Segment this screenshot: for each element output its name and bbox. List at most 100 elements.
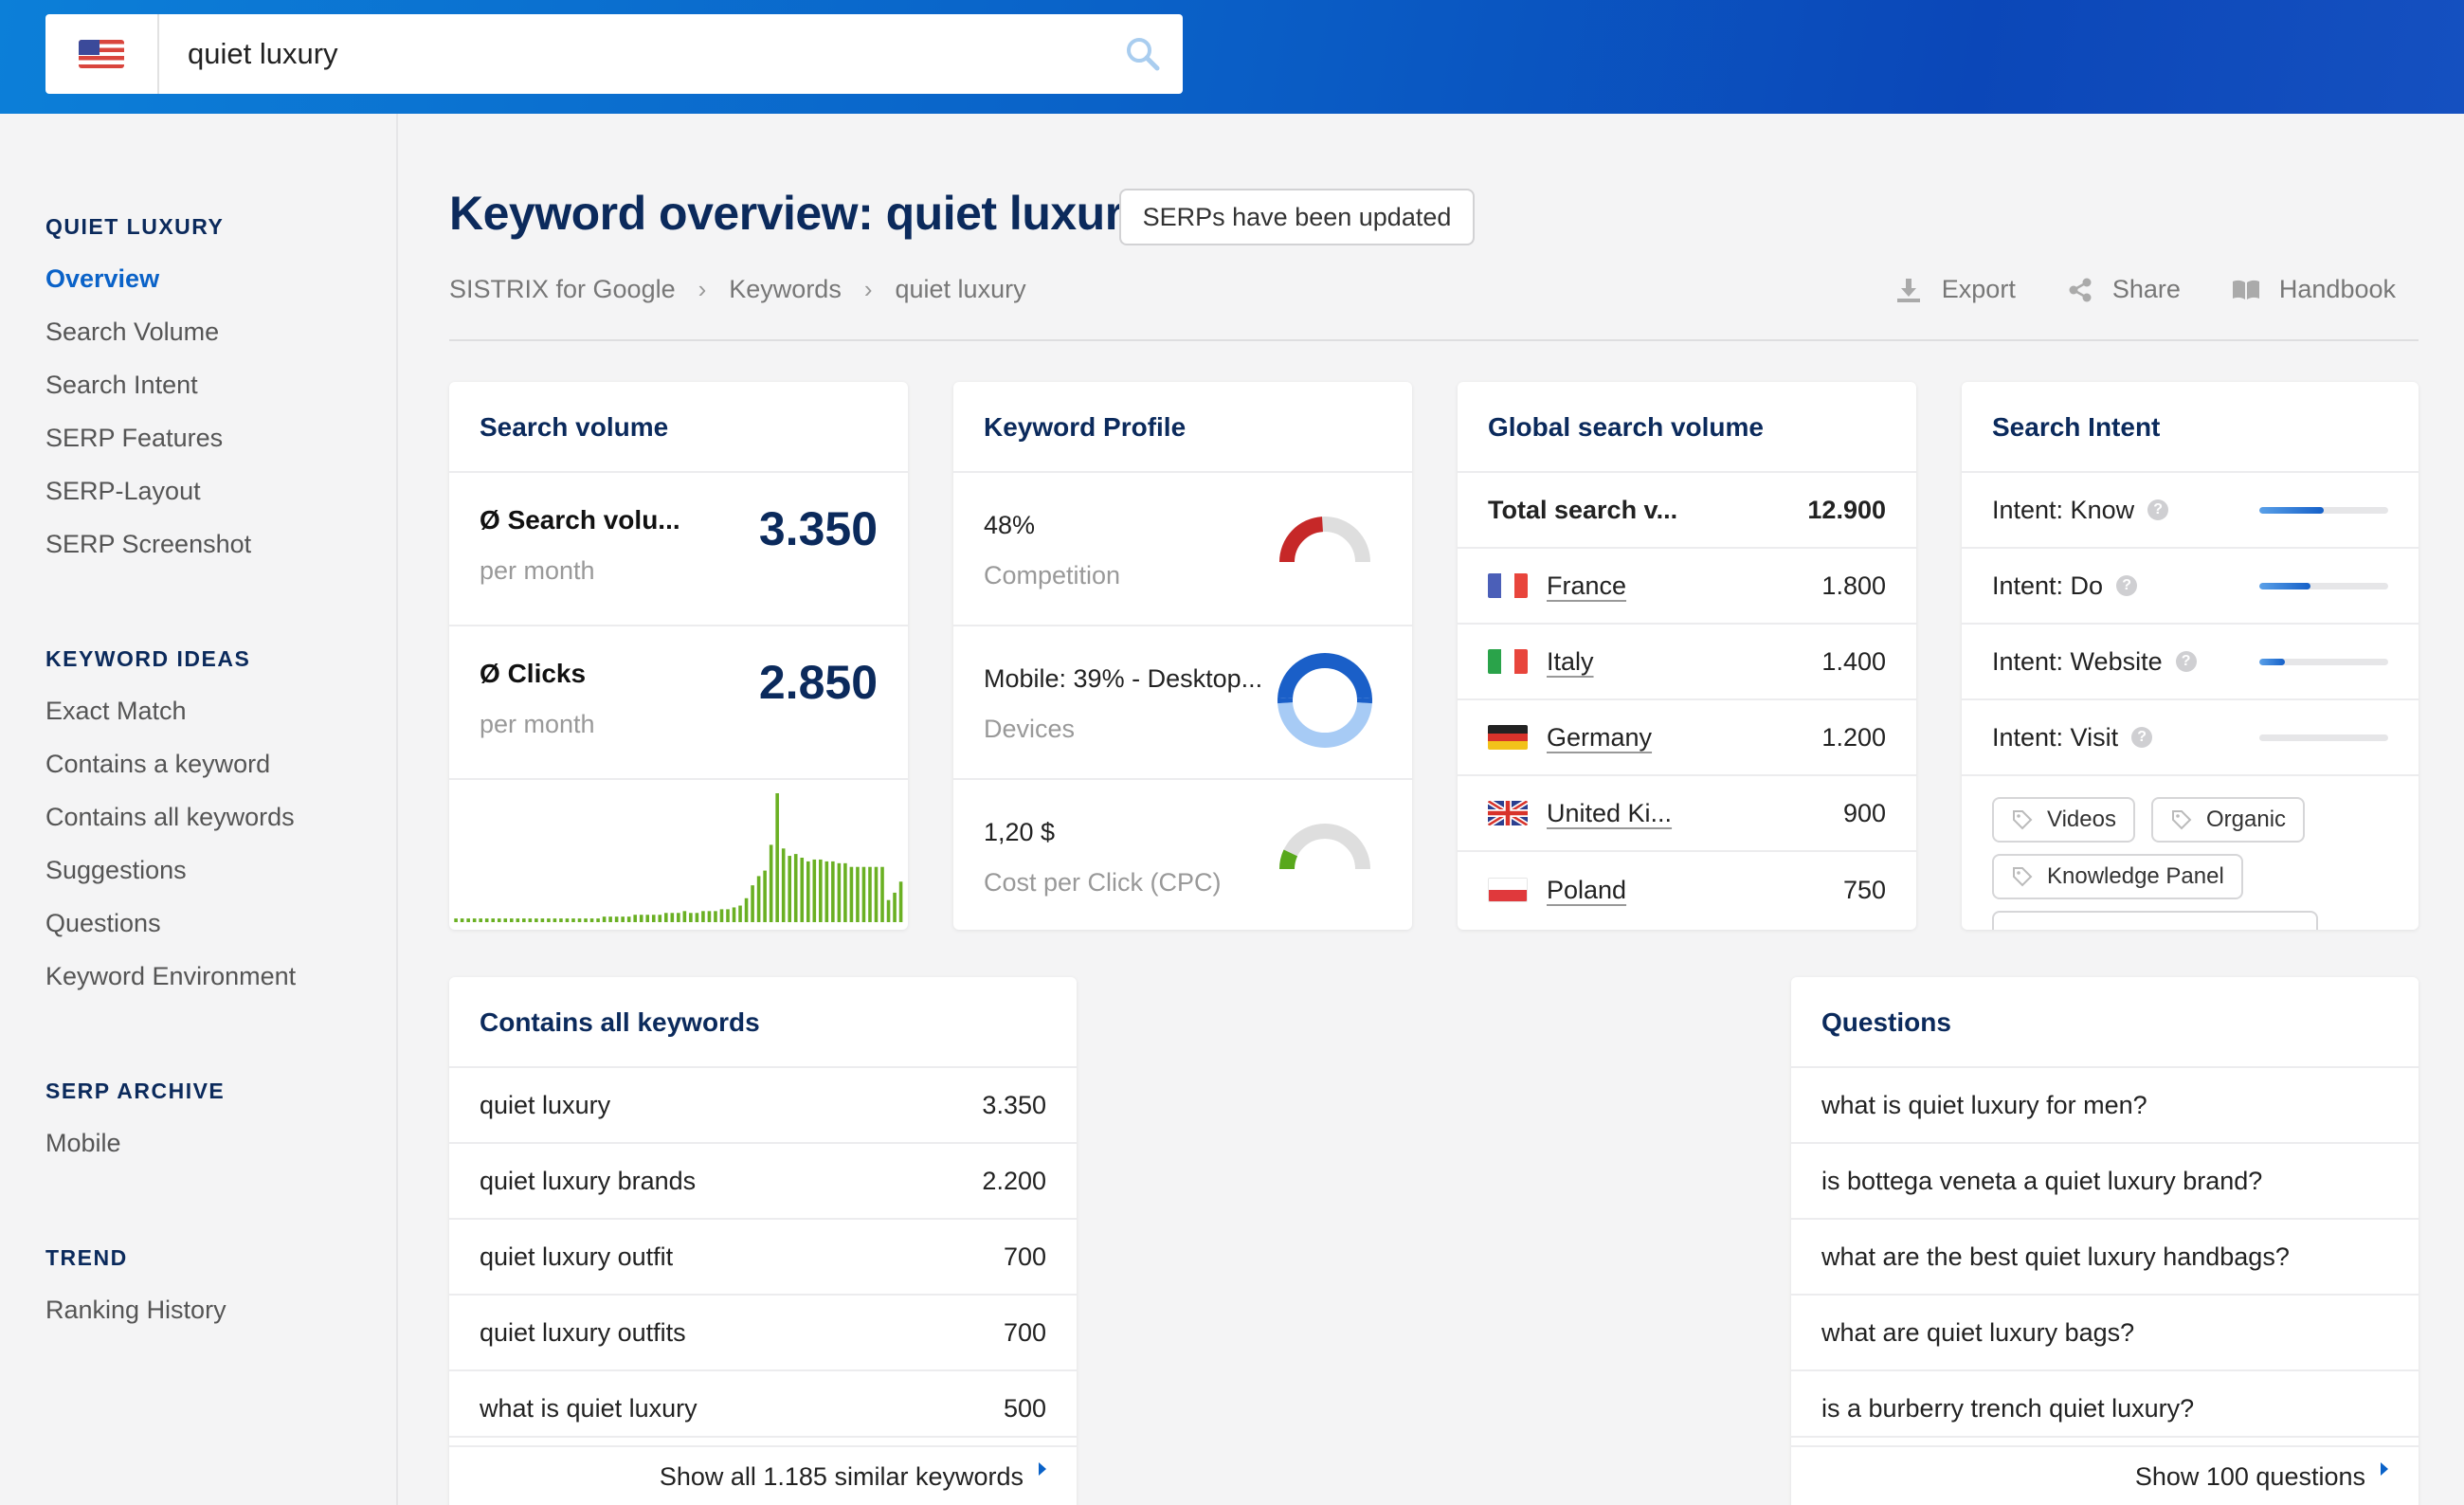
help-icon[interactable]: ? — [2175, 651, 2197, 672]
download-icon — [1896, 278, 1920, 302]
intent-row: Intent: Know ? — [1962, 473, 2419, 549]
country-name[interactable]: Poland — [1547, 875, 1627, 904]
handbook-label: Handbook — [2278, 275, 2396, 303]
question-row[interactable]: is a burberry trench quiet luxury? — [1791, 1371, 2419, 1447]
search-volume-bar — [886, 899, 891, 922]
search-volume-bar — [719, 909, 724, 922]
keyword: what is quiet luxury — [480, 1393, 698, 1423]
sidebar-item-serp-features[interactable]: SERP Features — [45, 424, 224, 452]
search-volume-bar — [479, 918, 482, 922]
sidebar-item-search-volume[interactable]: Search Volume — [45, 317, 220, 346]
search-volume-bar — [664, 913, 668, 922]
serp-feature-tag[interactable]: Organic — [2151, 797, 2306, 843]
card-title: Contains all keywords — [449, 977, 1077, 1068]
serp-updated-badge[interactable]: SERPs have been updated — [1119, 189, 1475, 245]
keyword: quiet luxury — [480, 1090, 611, 1119]
sidebar-section-quiet-luxury: QUIET LUXURY Overview Search Volume Sear… — [45, 210, 251, 571]
keyword-row[interactable]: quiet luxury 3.350 — [449, 1068, 1077, 1144]
sidebar-item-exact-match[interactable]: Exact Match — [45, 697, 187, 725]
country-name[interactable]: Italy — [1547, 646, 1594, 676]
keyword-volume: 700 — [1003, 1242, 1046, 1271]
global-search-volume-card: Global search volume Total search v... 1… — [1458, 382, 1916, 930]
competition-label: Competition — [984, 561, 1121, 589]
sidebar-heading: KEYWORD IDEAS — [45, 646, 251, 671]
breadcrumb: SISTRIX for Google › Keywords › quiet lu… — [449, 275, 1026, 304]
keyword-row[interactable]: quiet luxury outfits 700 — [449, 1296, 1077, 1371]
metric-label: Clicks — [507, 659, 587, 688]
country-selector[interactable] — [45, 14, 159, 94]
sidebar-item-overview[interactable]: Overview — [45, 264, 160, 293]
search-volume-bar — [732, 907, 736, 922]
show-all-questions-link[interactable]: Show 100 questions — [1791, 1436, 2419, 1505]
search-volume-bar — [491, 918, 496, 922]
country-row: France 1.800 — [1458, 549, 1916, 625]
show-all-keywords-link[interactable]: Show all 1.185 similar keywords — [449, 1436, 1077, 1505]
desktop-segment — [1277, 701, 1372, 749]
header-divider — [449, 339, 2419, 341]
help-icon[interactable]: ? — [2116, 575, 2138, 596]
search-volume-bar — [658, 915, 662, 922]
search-volume-bar — [614, 916, 619, 922]
question-row[interactable]: what is quiet luxury for men? — [1791, 1068, 2419, 1144]
tag-icon — [2013, 867, 2033, 887]
keyword-row[interactable]: what is quiet luxury 500 — [449, 1371, 1077, 1447]
tag-label: Knowledge Panel — [2047, 863, 2224, 889]
search-volume-bar — [738, 905, 742, 922]
country-name[interactable]: Germany — [1547, 722, 1653, 752]
breadcrumb-item[interactable]: Keywords — [729, 275, 842, 303]
search-volume-bar — [454, 918, 458, 922]
share-button[interactable]: Share — [2067, 275, 2181, 304]
sidebar-section-keyword-ideas: KEYWORD IDEAS Exact Match Contains a key… — [45, 643, 296, 1003]
search-volume-bar-chart[interactable] — [449, 780, 908, 928]
sidebar-item-questions[interactable]: Questions — [45, 909, 161, 937]
keyword-row[interactable]: quiet luxury outfit 700 — [449, 1220, 1077, 1296]
question: is bottega veneta a quiet luxury brand? — [1821, 1166, 2263, 1195]
search-volume-bar — [516, 918, 520, 922]
keyword-profile-card: Keyword Profile 48% Competition Mobile: … — [953, 382, 1412, 930]
search-volume-bar — [689, 913, 693, 922]
question-row[interactable]: is bottega veneta a quiet luxury brand? — [1791, 1144, 2419, 1220]
help-icon[interactable]: ? — [2147, 499, 2169, 520]
sidebar-item-contains-a-keyword[interactable]: Contains a keyword — [45, 750, 271, 778]
serp-feature-tag[interactable]: Videos — [1992, 797, 2135, 843]
serp-feature-tag-partial[interactable] — [1992, 911, 2318, 930]
show-all-label: Show 100 questions — [2134, 1462, 2365, 1491]
keyword-volume: 2.200 — [982, 1166, 1046, 1195]
keyword-row[interactable]: quiet luxury brands 2.200 — [449, 1144, 1077, 1220]
card-title: Questions — [1791, 977, 2419, 1068]
search-volume-bar — [677, 913, 680, 922]
intent-label: Intent: Website — [1992, 646, 2163, 676]
sidebar-item-ranking-history[interactable]: Ranking History — [45, 1296, 226, 1324]
breadcrumb-item[interactable]: SISTRIX for Google — [449, 275, 676, 303]
search-volume-bar — [874, 866, 879, 922]
sidebar-item-search-intent[interactable]: Search Intent — [45, 371, 198, 399]
country-row: Germany 1.200 — [1458, 700, 1916, 776]
search-icon[interactable] — [1103, 14, 1183, 94]
question: what are the best quiet luxury handbags? — [1821, 1242, 2290, 1271]
sidebar-item-mobile[interactable]: Mobile — [45, 1129, 121, 1157]
handbook-button[interactable]: Handbook — [2232, 275, 2396, 304]
sidebar-item-suggestions[interactable]: Suggestions — [45, 856, 187, 884]
search-volume-bar — [856, 866, 860, 922]
export-button[interactable]: Export — [1894, 275, 2016, 304]
search-volume-bar — [893, 892, 897, 922]
serp-feature-tag[interactable]: Knowledge Panel — [1992, 854, 2243, 899]
sidebar-item-contains-all-keywords[interactable]: Contains all keywords — [45, 803, 295, 831]
help-icon[interactable]: ? — [2131, 727, 2153, 748]
sidebar-item-serp-layout[interactable]: SERP-Layout — [45, 477, 201, 505]
competition-value: 48% — [984, 511, 1036, 539]
search-input[interactable]: quiet luxury — [188, 37, 338, 70]
country-name[interactable]: United Ki... — [1547, 798, 1673, 827]
question-row[interactable]: what are the best quiet luxury handbags? — [1791, 1220, 2419, 1296]
sidebar-item-keyword-environment[interactable]: Keyword Environment — [45, 962, 297, 990]
country-name[interactable]: France — [1547, 571, 1627, 600]
search-volume-bar — [633, 915, 637, 922]
sidebar-section-serp-archive: SERP ARCHIVE Mobile — [45, 1075, 225, 1170]
search-volume-bar — [528, 918, 533, 922]
intent-level-bar — [2259, 658, 2388, 665]
sidebar-heading: QUIET LUXURY — [45, 214, 225, 239]
sidebar-item-serp-screenshot[interactable]: SERP Screenshot — [45, 530, 252, 558]
search-volume-metric: Ø Search volu... per month 3.350 — [449, 473, 908, 626]
search-volume-bar — [763, 870, 767, 922]
question-row[interactable]: what are quiet luxury bags? — [1791, 1296, 2419, 1371]
